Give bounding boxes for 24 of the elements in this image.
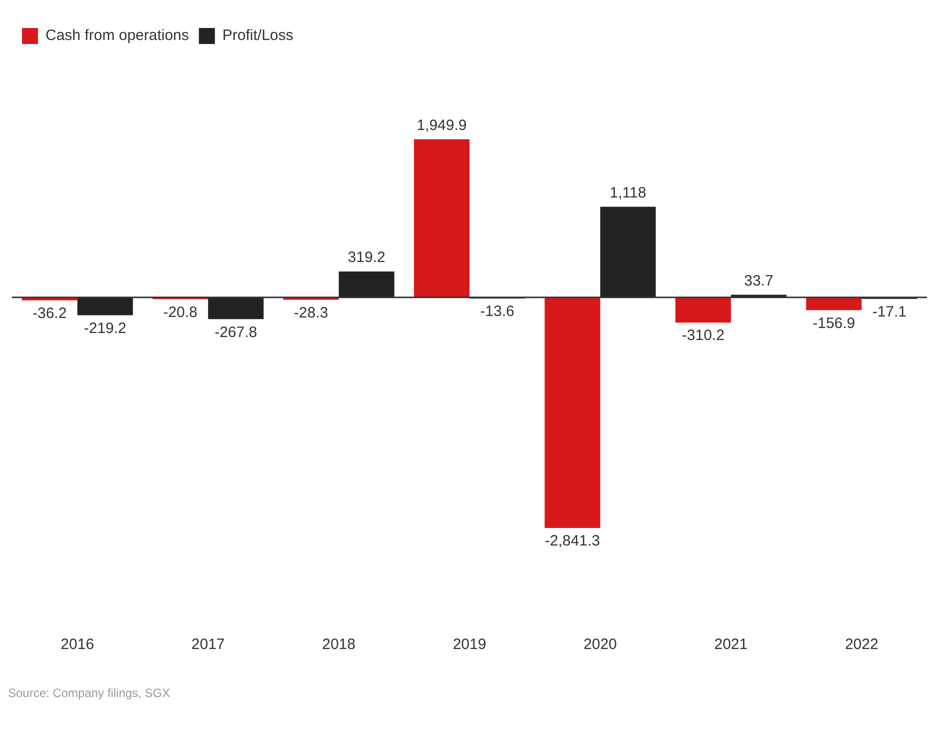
data-label: 33.7 xyxy=(744,272,774,290)
x-tick-label: 2018 xyxy=(322,636,356,654)
legend-label: Cash from operations xyxy=(46,27,189,44)
data-label: -219.2 xyxy=(84,320,126,337)
legend-label: Profit/Loss xyxy=(222,27,294,44)
source-note: Source: Company filings, SGX xyxy=(8,686,172,700)
x-tick-label: 2020 xyxy=(584,636,617,654)
data-label: -36.2 xyxy=(32,305,67,322)
x-tick-label: 2021 xyxy=(714,636,748,654)
x-tick-label: 2019 xyxy=(452,636,486,654)
data-label: 319.2 xyxy=(348,249,386,266)
data-label: -13.6 xyxy=(480,303,514,320)
data-label: -267.8 xyxy=(214,324,258,341)
x-tick-label: 2022 xyxy=(844,636,878,654)
x-tick-label: 2017 xyxy=(191,636,225,654)
data-label: 1,949.9 xyxy=(416,116,467,134)
data-label: -28.3 xyxy=(294,304,328,322)
data-label: -156.9 xyxy=(812,314,856,332)
data-label: -2,841.3 xyxy=(544,532,600,550)
data-label: -17.1 xyxy=(872,303,907,320)
data-label: -20.8 xyxy=(163,304,198,321)
data-label: -310.2 xyxy=(682,327,724,344)
data-label: 1,118 xyxy=(610,184,646,202)
x-tick-label: 2016 xyxy=(60,636,94,654)
